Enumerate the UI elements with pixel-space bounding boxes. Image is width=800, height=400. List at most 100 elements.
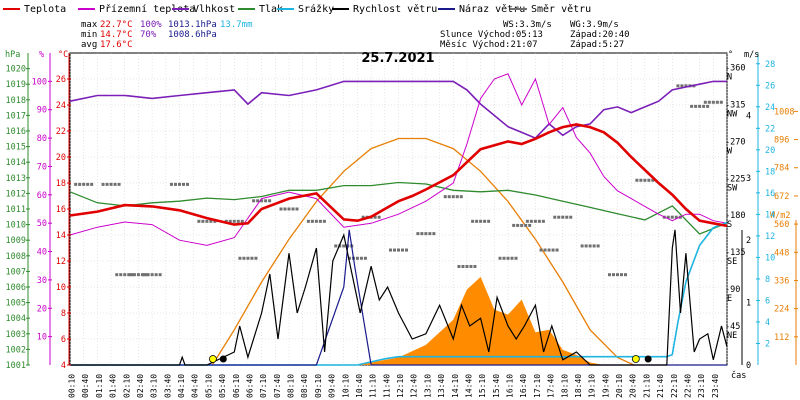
wind-direction-mark [405,248,408,252]
wind-direction-mark [228,219,232,223]
wind-direction-mark [624,273,627,277]
ms2-tick-label: 28 [765,60,775,70]
temp-tick-label: 4 [61,361,66,371]
hpa-tick-label: 1017 [6,111,26,121]
time-tick-label: 06:40 [245,374,254,398]
wind-direction-mark [186,182,189,186]
dir-tick-label: -360 [725,63,745,73]
stat-max-label: max [81,20,98,30]
wind-direction-mark [86,182,90,186]
wind-direction-mark [702,104,706,108]
axis-dir-label: ° [728,50,733,60]
wind-direction-mark [393,248,396,252]
dir-tick-name: SW [727,183,738,193]
legend-label-rain: Srážky [298,3,334,15]
wind-direction-mark [347,256,351,260]
time-tick-label: 08:10 [287,374,296,398]
wind-direction-mark [90,182,94,186]
time-tick-label: 20:40 [629,374,638,398]
wind-direction-mark [666,215,670,219]
wind-direction-mark [342,244,346,248]
time-tick-label: 18:40 [574,374,583,398]
wind-direction-mark [719,100,723,104]
moonrise-icon [644,355,652,363]
wind-direction-mark [684,84,688,88]
wind-direction-mark [182,182,185,186]
time-tick-label: 12:10 [396,374,405,398]
wind-direction-mark [127,273,131,277]
wind-direction-mark [539,248,543,252]
legend-label-press: Tlak [259,4,283,15]
sunrise-icon [208,355,217,363]
wind-direction-mark [529,219,533,223]
hpa-tick-label: 1019 [6,80,26,90]
time-tick-label: 05:10 [204,374,213,398]
line-layer [69,73,728,366]
wind-direction-mark [424,232,428,236]
wind-direction-mark [361,215,365,219]
legend-label-gust: Náraz větru [459,3,525,15]
time-tick-label: 12:40 [410,374,419,398]
hpa-tick-label: 1004 [6,314,26,324]
ms2-tick-label: 12 [765,232,775,242]
wind-direction-mark [246,256,250,260]
time-tick-label: 07:40 [273,374,282,398]
wm2-tick-label: 560 [774,220,789,230]
temp-tick-label: 24 [56,101,66,111]
wm2-tick-label: 224 [774,305,789,315]
wind-direction-mark [580,244,584,248]
wind-direction-mark [528,223,532,227]
wind-direction-mark [465,264,469,268]
wind-direction-mark [252,199,256,203]
hpa-tick-label: 1001 [6,361,26,371]
temp-tick-label: 20 [56,153,66,163]
hpa-tick-label: 1012 [6,189,26,199]
wind-direction-mark [140,273,144,277]
time-tick-label: 00:10 [68,374,77,398]
ms2-tick-label: 20 [765,146,775,156]
wind-direction-mark [136,273,140,277]
wind-direction-mark [471,219,475,223]
wind-direction-mark [150,273,154,277]
ms2-tick-label: 26 [765,81,775,91]
wind-direction-mark [236,219,240,223]
wind-direction-mark [543,248,547,252]
wind-direction-mark [131,273,135,277]
time-tick-label: 15:40 [492,374,501,398]
wind-direction-mark [475,219,479,223]
wind-direction-mark [479,219,483,223]
time-tick-label: 01:10 [95,374,104,398]
hpa-tick-label: 1018 [6,96,26,106]
wind-direction-mark [647,178,651,182]
temp-tick-label: 16 [56,205,66,215]
wind-direction-mark [283,207,287,211]
temp-tick-label: 14 [56,231,66,241]
time-tick-label: 09:10 [314,374,323,398]
wind-direction-mark [287,207,291,211]
pct-tick-label: 30 [37,276,47,286]
time-tick-label: 21:10 [642,374,651,398]
wind-direction-mark [608,273,611,277]
wind-direction-mark [174,182,177,186]
info-mesic: Měsíc Východ:21:07 [440,40,538,50]
time-tick-label: 06:10 [232,374,241,398]
wind-direction-mark [569,215,573,219]
time-tick-label: 22:10 [670,374,679,398]
time-tick-label: 10:40 [355,374,364,398]
ms2-tick-label: 24 [765,103,775,113]
wind-direction-mark [146,273,150,277]
time-tick-label: 10:10 [341,374,350,398]
wind-direction-mark [295,207,299,211]
wind-direction-mark [178,182,181,186]
info-slunce-zapad: Západ:20:40 [570,30,630,40]
hpa-tick-label: 1009 [6,236,26,246]
axis-pct-label: % [39,50,44,60]
wind-direction-mark [525,219,529,223]
ms2-tick-label: 10 [765,253,775,263]
ms2-tick-label: 6 [765,296,770,306]
axis-time-label: čas [731,370,746,381]
pct-tick-label: 90 [37,106,47,116]
legend-label-temp: Teplota [24,4,66,15]
wind-direction-mark [698,104,702,108]
time-tick-label: 23:40 [711,374,720,398]
